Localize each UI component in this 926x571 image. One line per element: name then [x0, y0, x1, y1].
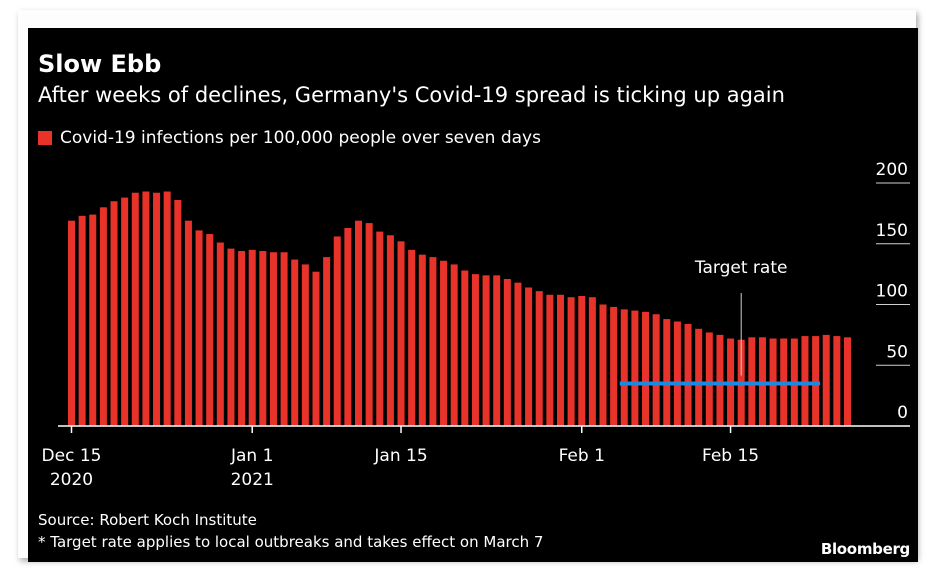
bar [227, 248, 235, 426]
bar [280, 252, 288, 426]
bar [801, 336, 809, 426]
bar [195, 230, 203, 426]
chart-card: Slow Ebb After weeks of declines, German… [28, 28, 918, 562]
bar [822, 334, 830, 427]
bar [812, 336, 820, 426]
bar [386, 235, 394, 426]
y-axis-ticks: 0 50 100 150 200 [876, 160, 908, 423]
bar [206, 234, 214, 426]
x-tick-label: Dec 15 [42, 446, 102, 466]
bar [355, 220, 363, 426]
bar [525, 287, 533, 426]
bar [663, 319, 671, 426]
bar [642, 311, 650, 426]
x-tick-label: Feb 15 [702, 446, 759, 466]
bar [631, 310, 639, 426]
bar [248, 249, 256, 426]
bar [503, 278, 511, 426]
bar [68, 220, 75, 426]
bar [89, 214, 97, 426]
x-tick-sublabel: 2020 [50, 470, 93, 490]
bar [333, 236, 341, 426]
bar [99, 207, 107, 426]
bar [110, 201, 118, 426]
x-axis: Dec 15 2020 Jan 1 2021 Jan 15 Feb 1 Feb 15 [42, 425, 910, 490]
bar [471, 274, 479, 427]
bar [78, 215, 86, 426]
bar [440, 260, 448, 426]
bar [843, 337, 851, 426]
bar [323, 257, 331, 426]
y-tick-label: 50 [886, 342, 908, 362]
bar [705, 332, 713, 426]
source-note: Source: Robert Koch Institute [38, 511, 257, 529]
bar [365, 223, 373, 426]
bar [610, 306, 618, 426]
bar [482, 275, 490, 426]
bar [535, 291, 543, 426]
bar [153, 192, 161, 426]
x-tick-label: Jan 1 [230, 446, 273, 466]
bar [291, 259, 299, 426]
y-tick-label: 100 [876, 282, 908, 302]
x-tick-label: Jan 15 [373, 446, 427, 466]
bar [121, 197, 129, 426]
bar [673, 321, 681, 426]
x-tick-sublabel: 2021 [231, 470, 274, 490]
bar [450, 264, 458, 426]
bar [408, 249, 416, 426]
bar [684, 323, 692, 426]
bar [429, 257, 437, 426]
bar [238, 251, 246, 426]
target-annotation: Target rate [619, 258, 821, 386]
bloomberg-logo: Bloomberg [820, 540, 910, 558]
bar [269, 252, 277, 426]
y-tick-label: 0 [897, 403, 908, 423]
bar [376, 231, 384, 426]
gridlines-group [876, 182, 910, 427]
legend: Covid-19 infections per 100,000 people o… [38, 128, 541, 148]
bar [716, 334, 724, 427]
bar-chart: 0 50 100 150 200 Dec 15 2020 Jan 1 2021 Jan 15 Fe… [42, 160, 910, 490]
bar [620, 309, 628, 426]
bar [301, 264, 309, 426]
bar [514, 282, 522, 426]
bar [652, 314, 660, 426]
bar [567, 297, 575, 426]
legend-swatch [38, 131, 52, 145]
bar [833, 336, 841, 426]
y-tick-label: 200 [876, 160, 908, 180]
bar [142, 191, 150, 426]
bar [461, 270, 469, 426]
bar [599, 304, 607, 426]
footnote: * Target rate applies to local outbreaks… [38, 533, 544, 551]
bar [131, 192, 139, 426]
bar [418, 254, 426, 426]
bar [588, 297, 596, 426]
y-tick-label: 150 [876, 221, 908, 241]
bar [163, 191, 171, 426]
bar [493, 275, 501, 426]
bar [695, 328, 703, 426]
bar [397, 241, 405, 426]
bar [578, 296, 586, 426]
bar [546, 294, 554, 426]
x-tick-label: Feb 1 [559, 446, 605, 466]
legend-label: Covid-19 infections per 100,000 people o… [60, 128, 541, 148]
bar [344, 227, 352, 426]
chart-title: Slow Ebb [38, 50, 162, 78]
bar [259, 251, 267, 426]
bar [174, 200, 182, 426]
bar [216, 242, 224, 426]
bars-group [68, 191, 851, 427]
bar [312, 271, 320, 426]
bar [184, 220, 192, 426]
chart-subtitle: After weeks of declines, Germany's Covid… [38, 83, 785, 107]
target-rate-label: Target rate [694, 258, 788, 278]
bar [556, 294, 564, 426]
